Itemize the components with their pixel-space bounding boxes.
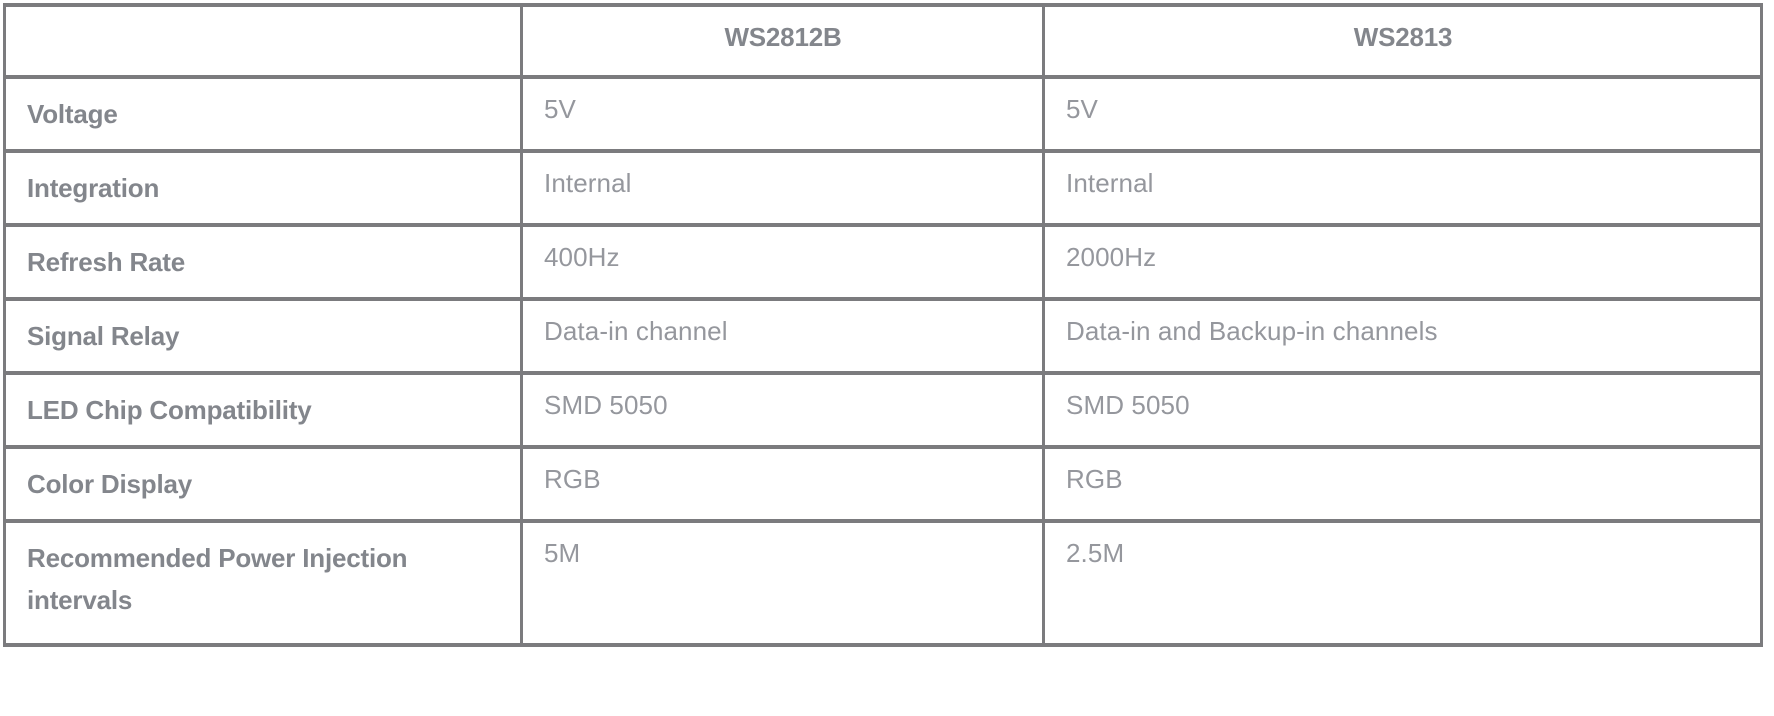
table-row: Integration Internal Internal: [3, 149, 1763, 227]
cell-value: Data-in and Backup-in channels: [1066, 316, 1438, 346]
row-label-signal-relay: Signal Relay: [3, 297, 523, 375]
row-label-text: Signal Relay: [27, 321, 180, 351]
column-header-ws2812b: WS2812B: [520, 3, 1045, 79]
row-label-text: LED Chip Compatibility: [27, 395, 312, 425]
cell-value: 2.5M: [1066, 538, 1125, 568]
table-row: LED Chip Compatibility SMD 5050 SMD 5050: [3, 371, 1763, 449]
column-header-ws2812b-label: WS2812B: [724, 22, 842, 52]
cell-value: 2000Hz: [1066, 242, 1157, 272]
row-label-text: Voltage: [27, 99, 118, 129]
cell-led-chip-compatibility-ws2812b: SMD 5050: [520, 371, 1045, 449]
column-header-ws2813-label: WS2813: [1353, 22, 1453, 52]
row-label-integration: Integration: [3, 149, 523, 227]
cell-value: SMD 5050: [1066, 390, 1190, 420]
table-header-row: WS2812B WS2813: [3, 3, 1763, 79]
cell-signal-relay-ws2813: Data-in and Backup-in channels: [1042, 297, 1763, 375]
specification-table-container: WS2812B WS2813 Voltage 5V 5V: [3, 3, 1763, 647]
table-row: Color Display RGB RGB: [3, 445, 1763, 523]
table-row: Recommended Power Injection intervals 5M…: [3, 519, 1763, 647]
cell-color-display-ws2812b: RGB: [520, 445, 1045, 523]
cell-value: Internal: [1066, 168, 1154, 198]
cell-value: RGB: [544, 464, 601, 494]
cell-refresh-rate-ws2812b: 400Hz: [520, 223, 1045, 301]
row-label-text: Recommended Power Injection intervals: [27, 543, 408, 615]
cell-led-chip-compatibility-ws2813: SMD 5050: [1042, 371, 1763, 449]
row-label-color-display: Color Display: [3, 445, 523, 523]
cell-value: SMD 5050: [544, 390, 668, 420]
cell-integration-ws2813: Internal: [1042, 149, 1763, 227]
column-header-ws2813: WS2813: [1042, 3, 1763, 79]
table-row: Signal Relay Data-in channel Data-in and…: [3, 297, 1763, 375]
cell-recommended-power-injection-intervals-ws2812b: 5M: [520, 519, 1045, 647]
table-header: WS2812B WS2813: [3, 3, 1763, 79]
row-label-voltage: Voltage: [3, 75, 523, 153]
cell-integration-ws2812b: Internal: [520, 149, 1045, 227]
cell-voltage-ws2813: 5V: [1042, 75, 1763, 153]
row-label-text: Color Display: [27, 469, 192, 499]
row-label-refresh-rate: Refresh Rate: [3, 223, 523, 301]
cell-signal-relay-ws2812b: Data-in channel: [520, 297, 1045, 375]
cell-value: Data-in channel: [544, 316, 728, 346]
row-label-text: Integration: [27, 173, 160, 203]
cell-value: Internal: [544, 168, 632, 198]
cell-value: 400Hz: [544, 242, 620, 272]
cell-recommended-power-injection-intervals-ws2813: 2.5M: [1042, 519, 1763, 647]
row-label-led-chip-compatibility: LED Chip Compatibility: [3, 371, 523, 449]
cell-refresh-rate-ws2813: 2000Hz: [1042, 223, 1763, 301]
row-label-recommended-power-injection-intervals: Recommended Power Injection intervals: [3, 519, 523, 647]
cell-value: RGB: [1066, 464, 1123, 494]
cell-color-display-ws2813: RGB: [1042, 445, 1763, 523]
table-row: Voltage 5V 5V: [3, 75, 1763, 153]
cell-voltage-ws2812b: 5V: [520, 75, 1045, 153]
cell-value: 5M: [544, 538, 581, 568]
table-row: Refresh Rate 400Hz 2000Hz: [3, 223, 1763, 301]
table-body: Voltage 5V 5V Integration Internal Inter…: [3, 75, 1763, 647]
cell-value: 5V: [1066, 94, 1099, 124]
cell-value: 5V: [544, 94, 577, 124]
row-label-text: Refresh Rate: [27, 247, 185, 277]
comparison-table: WS2812B WS2813 Voltage 5V 5V: [3, 3, 1763, 647]
table-corner-cell: [3, 3, 523, 79]
